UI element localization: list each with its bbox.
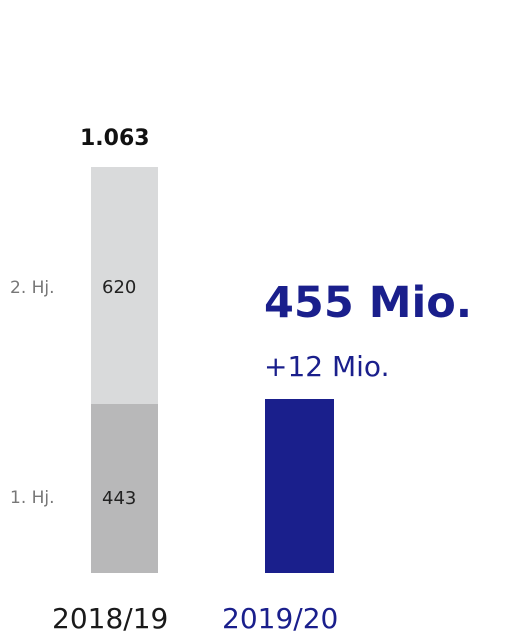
bar-2018-first-half xyxy=(91,403,158,573)
highlight-value-label: 455 Mio. xyxy=(264,278,473,328)
bar-2018-second-half xyxy=(91,167,158,404)
legend-label-first-half: 1. Hj. xyxy=(10,488,55,508)
category-label-2018: 2018/19 xyxy=(52,602,169,635)
segment-label-2018-second-half: 620 xyxy=(102,277,137,298)
segment-label-2018-first-half: 443 xyxy=(102,488,137,509)
highlight-delta-label: +12 Mio. xyxy=(264,350,390,383)
bar-2019-first-half xyxy=(265,399,334,573)
category-label-2019: 2019/20 xyxy=(222,602,339,635)
legend-label-second-half: 2. Hj. xyxy=(10,278,55,298)
total-label-2018: 1.063 xyxy=(80,126,150,151)
